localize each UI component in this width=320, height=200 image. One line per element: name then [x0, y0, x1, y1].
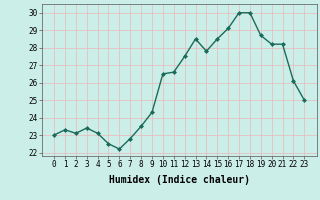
X-axis label: Humidex (Indice chaleur): Humidex (Indice chaleur) — [109, 175, 250, 185]
